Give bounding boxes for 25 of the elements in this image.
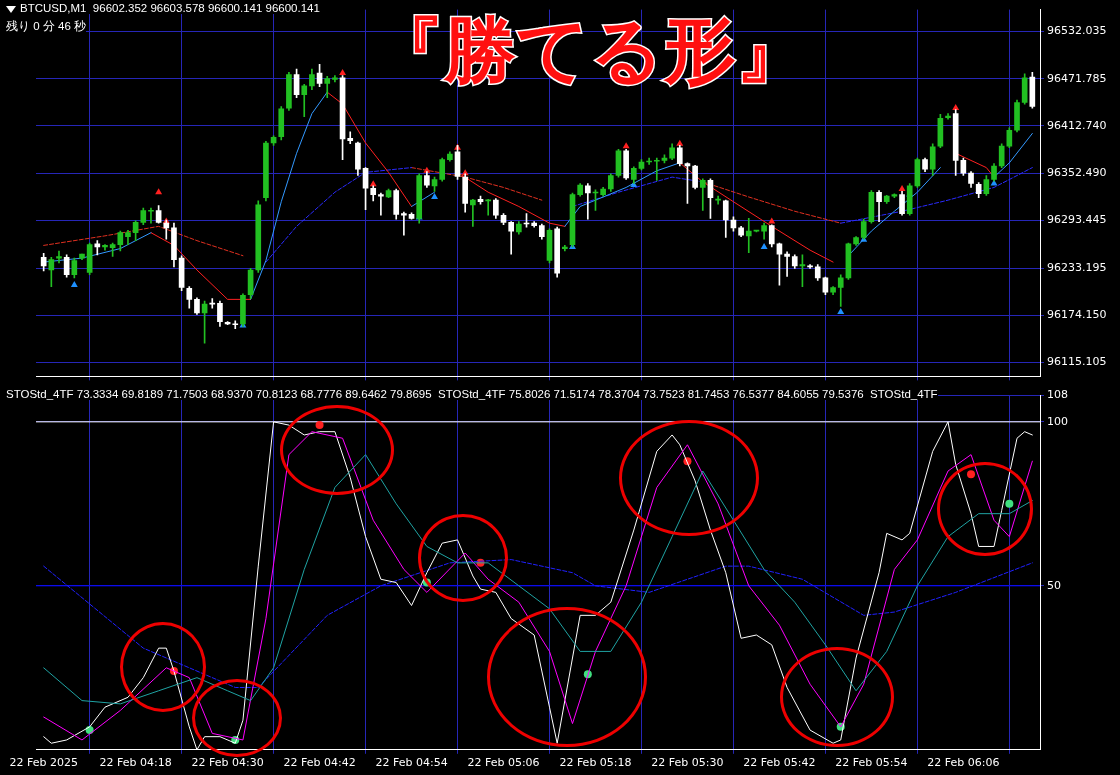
x-tick-label: 22 Feb 05:18 xyxy=(559,756,632,770)
x-tick-label: 22 Feb 06:06 xyxy=(927,756,1000,770)
y-tick-label: 96174.150 xyxy=(1047,308,1107,322)
x-tick-label: 22 Feb 04:42 xyxy=(283,756,356,770)
annotation: BTCUSD,M1 96602.352 96603.578 96600.141 96600.141 xyxy=(20,2,320,14)
annotation: STOStd_4TF 73.3334 69.8189 71.7503 68.9370 70.8123 68.7776 89.6462 79.8695 STOStd_4TF 75.8026 71.5174 78.3704 73.7523 81.7453 76.5377 84.6055 79.5376 STOStd_4TF xyxy=(6,388,938,400)
x-tick-label: 22 Feb 05:06 xyxy=(467,756,540,770)
x-tick-label: 22 Feb 04:18 xyxy=(99,756,172,770)
y-tick-label: 100 xyxy=(1047,414,1068,428)
annotation: 残り 0 分 46 秒 xyxy=(6,20,86,32)
y-tick-label: 96471.785 xyxy=(1047,71,1107,85)
y-tick-label: 96293.445 xyxy=(1047,213,1107,227)
x-tick-label: 22 Feb 05:42 xyxy=(743,756,816,770)
y-tick-label: 108 xyxy=(1047,388,1068,402)
x-tick-label: 22 Feb 04:54 xyxy=(375,756,448,770)
y-tick-label: 50 xyxy=(1047,578,1061,592)
y-tick-label: 96412.740 xyxy=(1047,118,1107,132)
x-tick-label: 22 Feb 05:30 xyxy=(651,756,724,770)
x-tick-label: 22 Feb 2025 xyxy=(9,756,78,770)
y-tick-label: 96115.105 xyxy=(1047,354,1107,368)
x-tick-label: 22 Feb 05:54 xyxy=(835,756,908,770)
y-tick-label: 96233.195 xyxy=(1047,261,1107,275)
y-tick-label: 96532.035 xyxy=(1047,23,1107,37)
y-tick-label: 96352.490 xyxy=(1047,166,1107,180)
x-tick-label: 22 Feb 04:30 xyxy=(191,756,264,770)
